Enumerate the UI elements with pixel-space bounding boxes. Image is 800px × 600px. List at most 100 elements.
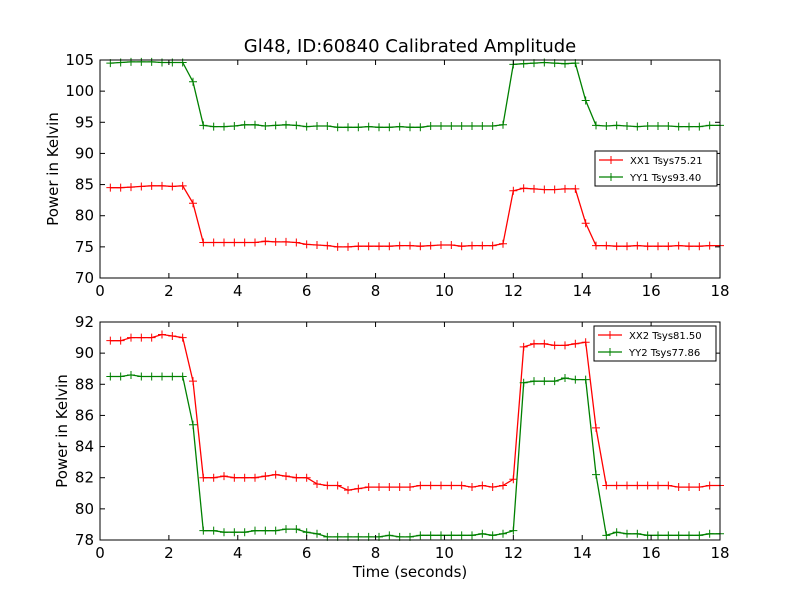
- data-point: [292, 238, 301, 247]
- data-point: [478, 241, 487, 250]
- data-point: [654, 122, 662, 131]
- x-tick-label: 8: [371, 282, 381, 300]
- data-point: [623, 481, 631, 490]
- data-point: [271, 470, 280, 479]
- legend: XX2 Tsys81.50 YY2 Tsys77.86: [593, 325, 717, 362]
- data-point: [654, 481, 662, 490]
- data-point: [323, 122, 332, 131]
- data-point: [654, 242, 662, 251]
- x-tick-label: 6: [302, 282, 312, 300]
- data-point: [292, 525, 301, 534]
- data-point: [395, 122, 404, 131]
- data-point: [561, 374, 569, 383]
- data-point: [437, 240, 445, 249]
- data-point: [406, 241, 414, 250]
- data-point: [592, 241, 600, 250]
- x-tick-label: 18: [710, 544, 729, 562]
- data-point: [313, 122, 321, 131]
- data-point: [313, 529, 321, 538]
- data-point: [137, 333, 146, 342]
- data-point: [509, 475, 518, 484]
- data-point: [530, 184, 538, 193]
- data-point: [499, 120, 507, 129]
- data-point: [106, 372, 115, 381]
- data-point: [643, 481, 652, 490]
- data-point: [127, 333, 135, 342]
- data-point: [643, 242, 652, 251]
- data-point: [602, 531, 611, 540]
- x-tick-label: 0: [95, 544, 105, 562]
- legend-box: [593, 325, 717, 362]
- data-point: [437, 531, 445, 540]
- legend: XX1 Tsys75.21 YY1 Tsys93.40: [594, 150, 718, 187]
- data-point: [612, 121, 621, 130]
- data-point: [220, 238, 228, 247]
- data-point: [664, 122, 673, 131]
- data-point: [127, 370, 135, 379]
- data-point: [561, 184, 569, 193]
- data-point: [426, 481, 435, 490]
- data-point: [488, 483, 497, 492]
- data-point: [571, 339, 580, 348]
- data-point: [705, 241, 714, 250]
- data-point: [437, 122, 445, 131]
- data-point: [457, 481, 466, 490]
- data-point: [116, 183, 125, 192]
- y-tick-label: 105: [65, 51, 94, 69]
- data-point: [499, 529, 507, 538]
- data-point: [416, 481, 425, 490]
- data-point: [333, 123, 342, 132]
- data-point: [519, 378, 528, 387]
- data-point: [178, 333, 187, 342]
- data-point: [468, 122, 476, 131]
- data-point: [199, 121, 208, 130]
- data-point: [375, 242, 383, 251]
- data-point: [581, 375, 590, 384]
- data-point: [178, 372, 187, 381]
- legend-marker: [606, 331, 614, 339]
- data-point: [116, 372, 125, 381]
- data-point: [168, 332, 177, 341]
- x-tick-label: 4: [233, 282, 243, 300]
- data-point: [240, 238, 249, 247]
- data-point: [189, 420, 197, 429]
- data-point: [333, 242, 342, 251]
- x-tick-label: 10: [435, 282, 454, 300]
- x-tick-label: 14: [573, 282, 592, 300]
- data-point: [302, 240, 311, 249]
- data-point: [199, 238, 208, 247]
- data-point: [106, 336, 115, 345]
- data-point: [550, 185, 559, 194]
- plot-frame: [99, 321, 721, 541]
- data-point: [623, 122, 631, 131]
- data-point: [127, 183, 135, 192]
- data-point: [385, 242, 394, 251]
- data-point: [695, 242, 704, 251]
- legend-box: [594, 150, 718, 187]
- data-point: [168, 372, 177, 381]
- data-point: [654, 531, 662, 540]
- data-point: [592, 121, 600, 130]
- data-point: [509, 526, 518, 535]
- legend-entry: XX1 Tsys75.21: [630, 156, 703, 167]
- data-point: [354, 242, 363, 251]
- x-axis-label: Time (seconds): [352, 563, 468, 581]
- data-point: [302, 528, 311, 537]
- data-point: [271, 237, 280, 246]
- data-point: [406, 483, 414, 492]
- data-point: [240, 473, 249, 482]
- data-point: [519, 342, 528, 351]
- data-point: [561, 59, 569, 68]
- y-tick-label: 88: [75, 375, 94, 393]
- y-tick-label: 70: [75, 269, 94, 287]
- data-point: [685, 531, 693, 540]
- plot-frame: [99, 59, 721, 279]
- data-point: [685, 122, 693, 131]
- data-point: [664, 481, 673, 490]
- data-point: [375, 123, 383, 132]
- data-point: [530, 339, 538, 348]
- data-point: [447, 122, 456, 131]
- y-tick-label: 84: [75, 438, 94, 456]
- data-point: [705, 121, 714, 130]
- data-point: [488, 241, 497, 250]
